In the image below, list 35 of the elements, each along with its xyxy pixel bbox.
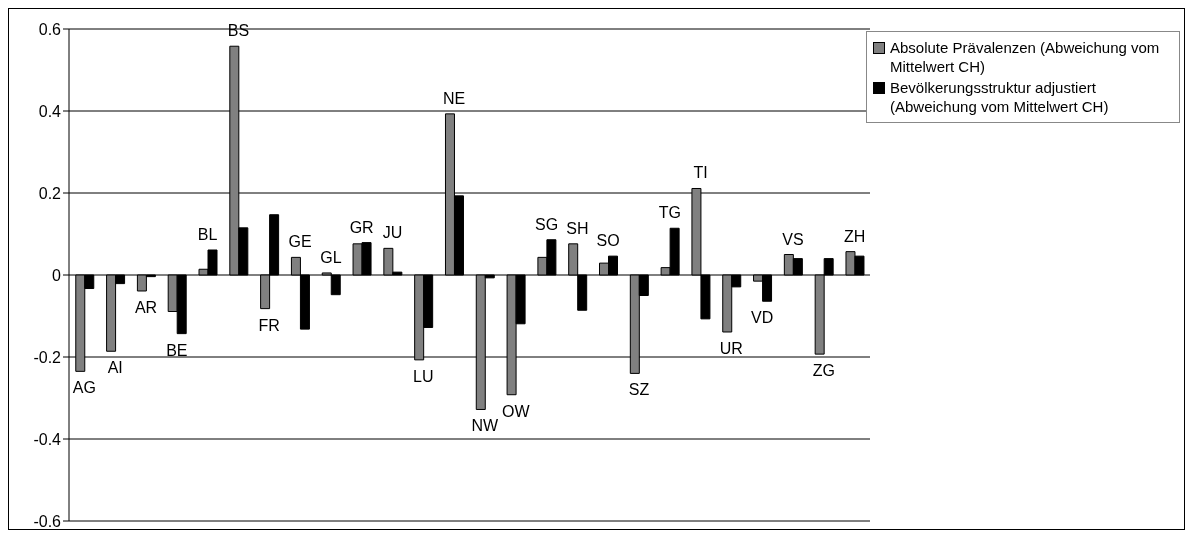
y-tick-label: -0.6 — [33, 512, 62, 530]
x-tick-label: JU — [382, 224, 403, 242]
x-tick-label: AR — [134, 298, 158, 316]
x-tick-label: LU — [413, 367, 434, 385]
x-tick-label: AG — [72, 379, 96, 397]
x-tick-label: BL — [197, 225, 218, 243]
x-tick-label: TG — [658, 204, 681, 222]
x-tick-label: NE — [442, 89, 466, 107]
x-tick-label: OW — [501, 402, 531, 420]
y-tick-label: 0.6 — [38, 20, 62, 38]
x-tick-label: BE — [166, 341, 188, 359]
legend-label: Absolute Prävalenzen (Abweichung vom Mittelwert CH) — [890, 38, 1161, 76]
x-tick-label: VD — [751, 309, 774, 327]
legend-label: Bevölkerungsstruktur adjustiert (Abweichung vom Mittelwert CH) — [890, 78, 1110, 116]
x-tick-label: VS — [782, 230, 804, 248]
x-tick-label: SZ — [628, 381, 650, 399]
y-tick-label: -0.2 — [33, 348, 62, 366]
x-tick-label: BS — [227, 22, 250, 40]
x-tick-label: SH — [566, 219, 589, 237]
x-tick-label: ZH — [843, 227, 866, 245]
y-tick-label: 0.4 — [38, 102, 62, 120]
y-tick-label: -0.4 — [33, 430, 62, 448]
x-tick-label: GE — [288, 233, 312, 251]
x-tick-label: GL — [320, 248, 342, 266]
x-tick-label: NW — [471, 417, 500, 435]
x-tick-label: FR — [258, 316, 280, 334]
x-tick-label: AI — [107, 359, 123, 377]
x-tick-label: UR — [719, 339, 743, 357]
y-tick-label: 0 — [52, 266, 62, 284]
y-tick-label: 0.2 — [38, 184, 62, 202]
x-tick-label: SG — [534, 215, 559, 233]
x-tick-label: SO — [596, 232, 620, 250]
x-tick-label: ZG — [812, 362, 835, 380]
x-tick-label: TI — [693, 164, 708, 182]
x-tick-label: GR — [349, 218, 374, 236]
